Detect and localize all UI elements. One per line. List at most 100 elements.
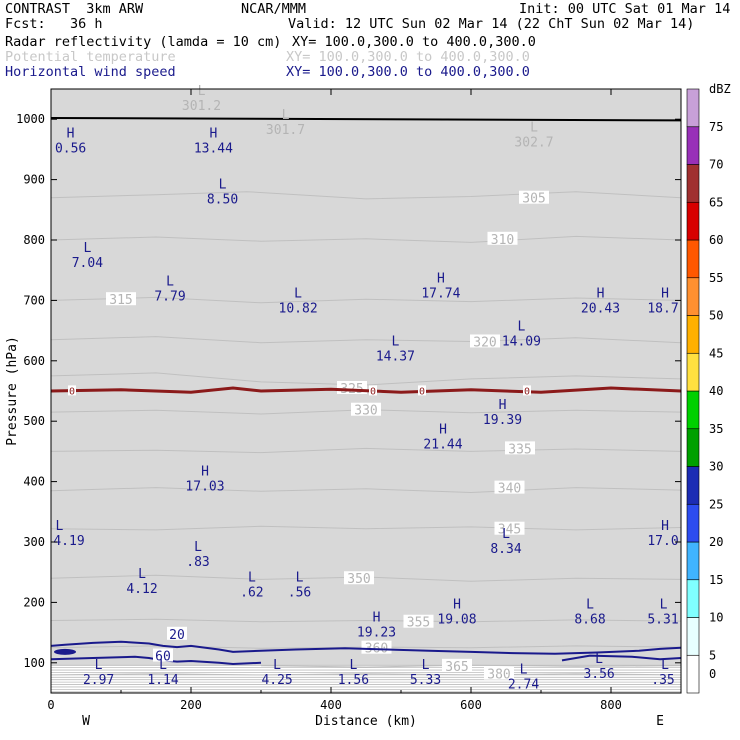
theta-label-315: 315 bbox=[109, 293, 132, 308]
field1-xy: XY= 100.0,300.0 to 400.0,300.0 bbox=[292, 34, 536, 50]
extremum-l-marker: L bbox=[248, 570, 256, 585]
zero-label-bg bbox=[68, 385, 76, 396]
extremum-l-marker: L bbox=[138, 567, 146, 582]
colorbar-swatch-5 bbox=[686, 617, 700, 656]
theta-label-330: 330 bbox=[354, 404, 377, 419]
colorbar-label-45: 45 bbox=[709, 346, 723, 360]
y-tick-label: 1000 bbox=[16, 112, 45, 126]
extremum-value: 8.50 bbox=[207, 193, 238, 208]
east-label: E bbox=[656, 714, 664, 729]
surface-line bbox=[51, 116, 681, 122]
extremum-value: .35 bbox=[651, 673, 674, 688]
colorbar-label-20: 20 bbox=[709, 535, 723, 549]
zero-label-bg bbox=[369, 385, 377, 396]
y-tick-label: 100 bbox=[23, 656, 45, 670]
theta-contour-320 bbox=[51, 336, 681, 344]
extremum-value: 4.12 bbox=[126, 582, 157, 597]
extremum-l-marker: L bbox=[422, 658, 430, 673]
theta-contour-355 bbox=[51, 618, 681, 623]
extremum-value: 301.7 bbox=[266, 123, 305, 138]
extremum-l-marker: L bbox=[520, 663, 528, 678]
extremum-value: 7.04 bbox=[72, 256, 103, 271]
field3-title: Horizontal wind speed bbox=[5, 64, 176, 80]
extremum-value: 10.82 bbox=[279, 301, 318, 316]
extremum-l-marker: L bbox=[660, 597, 668, 612]
colorbar-swatch-30 bbox=[686, 428, 700, 467]
theta-contour-305 bbox=[51, 191, 681, 200]
extremum-value: 5.31 bbox=[647, 612, 678, 627]
x-tick-label: 600 bbox=[460, 698, 482, 712]
y-tick-label: 800 bbox=[23, 233, 45, 247]
theta-label-335: 335 bbox=[508, 442, 531, 457]
x-tick-label: 0 bbox=[47, 698, 54, 712]
field1-title: Radar reflectivity (lamda = 10 cm) bbox=[5, 34, 282, 50]
zero-label: 0 bbox=[370, 386, 376, 397]
extremum-value: 5.33 bbox=[410, 673, 441, 688]
extremum-h-marker: H bbox=[597, 286, 605, 301]
extremum-l-marker: L bbox=[502, 527, 510, 542]
colorbar-label-75: 75 bbox=[709, 120, 723, 134]
extremum-value: 302.7 bbox=[514, 135, 553, 150]
theta-label-bg bbox=[487, 231, 518, 245]
wind-contour-20 bbox=[51, 640, 681, 655]
colorbar-swatch-10 bbox=[686, 579, 700, 618]
x-tick-label: 200 bbox=[180, 698, 202, 712]
model-title: CONTRAST 3km ARW bbox=[5, 1, 144, 17]
colorbar-swatch-60 bbox=[686, 201, 700, 241]
x-axis-label: Distance (km) bbox=[315, 714, 417, 729]
extremum-value: 17.03 bbox=[185, 480, 224, 495]
extremum-value: 4.19 bbox=[53, 534, 84, 549]
extremum-value: 14.09 bbox=[502, 335, 541, 350]
extremum-l-marker: L bbox=[296, 570, 304, 585]
extremum-h-marker: H bbox=[373, 611, 381, 626]
theta-label-320: 320 bbox=[473, 335, 496, 350]
colorbar-label-10: 10 bbox=[709, 611, 723, 625]
extremum-l-marker: L bbox=[95, 658, 103, 673]
theta-contour-335 bbox=[51, 447, 681, 454]
theta-label-340: 340 bbox=[498, 482, 521, 497]
extremum-value: 13.44 bbox=[194, 141, 233, 156]
extremum-l-marker: L bbox=[517, 320, 525, 335]
colorbar-swatch-70 bbox=[686, 126, 700, 165]
colorbar-label-40: 40 bbox=[709, 384, 723, 398]
theta-contour-310 bbox=[51, 235, 681, 243]
theta-label-345: 345 bbox=[498, 523, 521, 538]
extremum-value: 301.2 bbox=[182, 99, 221, 114]
extremum-h-marker: H bbox=[209, 126, 217, 141]
colorbar-swatch-40 bbox=[686, 352, 700, 392]
extremum-value: 2.97 bbox=[83, 673, 114, 688]
theta-label-380: 380 bbox=[487, 668, 510, 683]
x-tick-label: 800 bbox=[600, 698, 622, 712]
colorbar-label-25: 25 bbox=[709, 497, 723, 511]
extremum-value: 19.39 bbox=[483, 413, 522, 428]
field3-xy: XY= 100.0,300.0 to 400.0,300.0 bbox=[286, 64, 530, 80]
wind-max-blob bbox=[54, 648, 76, 655]
extremum-value: 20.43 bbox=[581, 301, 620, 316]
extremum-value: 8.34 bbox=[490, 542, 521, 557]
theta-contour-345 bbox=[51, 525, 681, 531]
wind-contour-right bbox=[561, 654, 681, 662]
y-tick-label: 700 bbox=[23, 293, 45, 307]
extremum-value: .56 bbox=[288, 585, 311, 600]
colorbar-swatch-15 bbox=[686, 541, 700, 581]
theta-label-310: 310 bbox=[491, 233, 514, 248]
colorbar-swatch-25 bbox=[686, 466, 700, 505]
colorbar-label-5: 5 bbox=[709, 648, 716, 662]
zero-label-bg bbox=[418, 385, 426, 396]
extremum-l-marker: L bbox=[55, 519, 63, 534]
extremum-l-marker: L bbox=[595, 652, 603, 667]
extremum-value: 4.25 bbox=[261, 673, 292, 688]
extremum-value: 14.37 bbox=[376, 350, 415, 365]
zero-label: 0 bbox=[524, 386, 530, 397]
extremum-l-marker: L bbox=[166, 274, 174, 289]
extremum-l-marker: L bbox=[83, 241, 91, 256]
extremum-value: 3.56 bbox=[583, 667, 614, 682]
extremum-value: 17.0 bbox=[647, 534, 678, 549]
colorbar-label-70: 70 bbox=[709, 158, 723, 172]
field2-xy: XY= 100.0,300.0 to 400.0,300.0 bbox=[286, 49, 530, 65]
extremum-h-marker: H bbox=[437, 271, 445, 286]
plot-frame bbox=[50, 88, 682, 694]
colorbar-label-35: 35 bbox=[709, 422, 723, 436]
theta-label-305: 305 bbox=[522, 192, 545, 207]
extremum-l-marker: L bbox=[530, 120, 538, 135]
